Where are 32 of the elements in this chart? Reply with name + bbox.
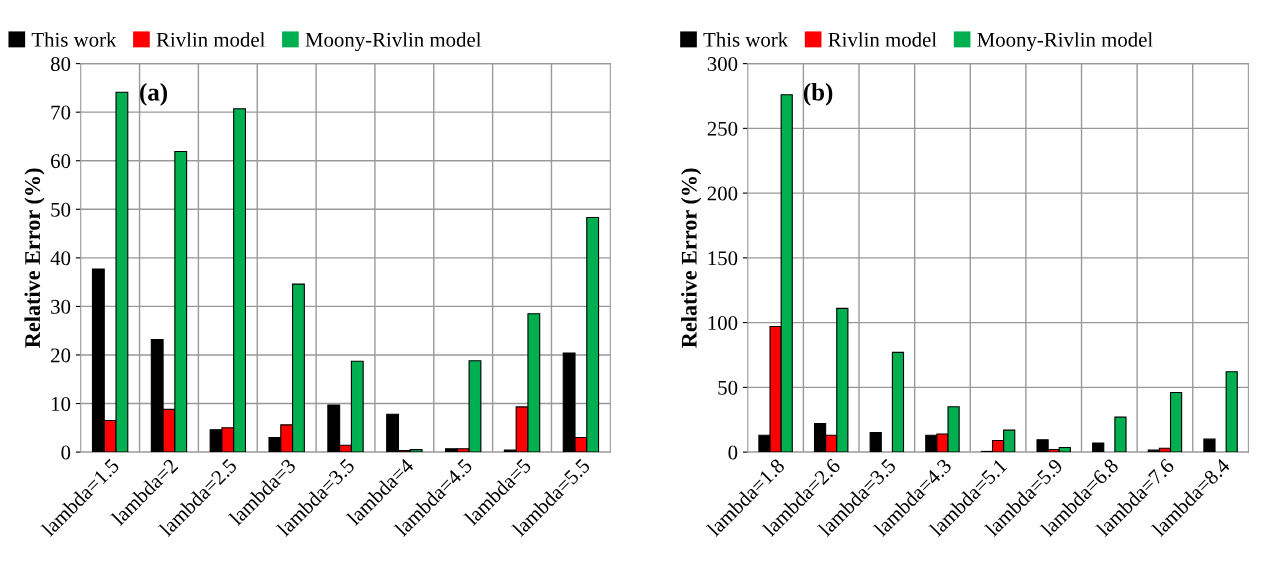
y-tick-label: 10 (51, 396, 71, 411)
y-tick-label: 50 (51, 202, 71, 217)
legend-label: Moony-Rivlin model (977, 32, 1153, 52)
y-tick-label: 200 (707, 186, 738, 201)
bar (891, 351, 905, 453)
legend-label: Rivlin model (828, 32, 937, 47)
bar (1225, 371, 1238, 453)
y-tick-label: 0 (728, 445, 738, 460)
legend-label: Rivlin model (156, 32, 265, 47)
y-tick-label: 70 (51, 105, 71, 120)
y-tick-label: 60 (51, 154, 71, 169)
y-axis-title: Relative Error (%) (681, 168, 702, 348)
y-tick-label: 80 (50, 56, 71, 72)
y-tick-label: 50 (718, 380, 738, 395)
y-axis-title: Relative Error (%) (24, 168, 45, 348)
annotation: (b) (803, 83, 833, 106)
bar (869, 432, 882, 453)
y-tick-label: 100 (708, 315, 738, 331)
y-tick-label: 250 (707, 121, 738, 136)
legend-label: This work (703, 32, 789, 47)
y-tick-label: 150 (708, 251, 738, 266)
legend-label: Moony-Rivlin model (305, 32, 482, 52)
legend-label: This work (31, 32, 117, 47)
annotation: (a) (140, 83, 168, 106)
y-tick-label: 40 (50, 251, 71, 266)
bar (1114, 416, 1127, 453)
y-tick-label: 300 (707, 56, 738, 72)
bar (1203, 438, 1216, 453)
bar (1092, 442, 1105, 453)
y-tick-label: 30 (51, 299, 71, 314)
y-tick-label: 20 (51, 348, 71, 363)
y-tick-label: 0 (61, 445, 71, 460)
